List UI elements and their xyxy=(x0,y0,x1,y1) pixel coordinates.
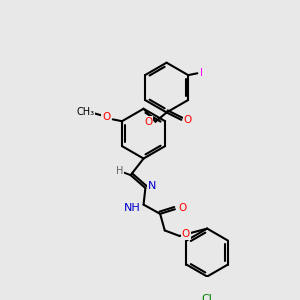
Text: O: O xyxy=(144,117,152,127)
Text: O: O xyxy=(144,117,152,127)
Text: O: O xyxy=(182,229,190,239)
Text: O: O xyxy=(178,203,186,213)
Text: H: H xyxy=(116,167,123,176)
Text: NH: NH xyxy=(124,203,141,213)
Text: O: O xyxy=(184,115,192,125)
Text: I: I xyxy=(200,68,202,78)
Text: N: N xyxy=(148,181,156,191)
Text: CH₃: CH₃ xyxy=(76,107,94,117)
Text: O: O xyxy=(102,112,110,122)
Text: Cl: Cl xyxy=(202,294,213,300)
Text: O: O xyxy=(182,229,190,239)
